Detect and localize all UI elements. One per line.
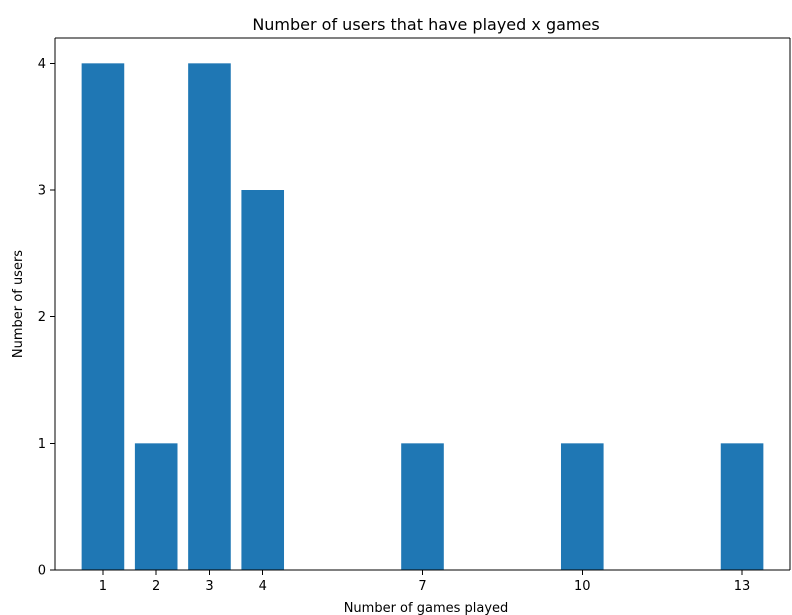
y-axis-label: Number of users [11, 250, 26, 358]
y-tick-label-0: 0 [38, 564, 46, 579]
y-tick-label-2: 2 [38, 310, 46, 325]
bar-x-1 [81, 63, 125, 570]
x-tick-label-4: 4 [259, 579, 267, 594]
bar-x-2 [134, 443, 178, 570]
x-tick-label-10: 10 [574, 579, 591, 594]
x-tick-label-3: 3 [205, 579, 213, 594]
x-tick-label-7: 7 [418, 579, 426, 594]
bar-x-13 [720, 443, 764, 570]
y-tick-label-3: 3 [38, 184, 46, 199]
bar-x-10 [560, 443, 604, 570]
chart-title: Number of users that have played x games [252, 15, 599, 34]
bars-group [81, 63, 764, 570]
bar-x-4 [241, 190, 285, 570]
bar-x-3 [188, 63, 231, 570]
bar-x-7 [401, 443, 444, 570]
y-axis-ticks: 0 1 2 3 4 [38, 57, 55, 579]
x-axis-ticks: 1 2 3 4 7 10 13 [99, 570, 751, 594]
y-tick-label-1: 1 [38, 437, 46, 452]
y-tick-label-4: 4 [38, 57, 46, 72]
x-axis-label: Number of games played [344, 601, 509, 615]
x-tick-label-13: 13 [734, 579, 751, 594]
x-tick-label-2: 2 [152, 579, 160, 594]
x-tick-label-1: 1 [99, 579, 107, 594]
